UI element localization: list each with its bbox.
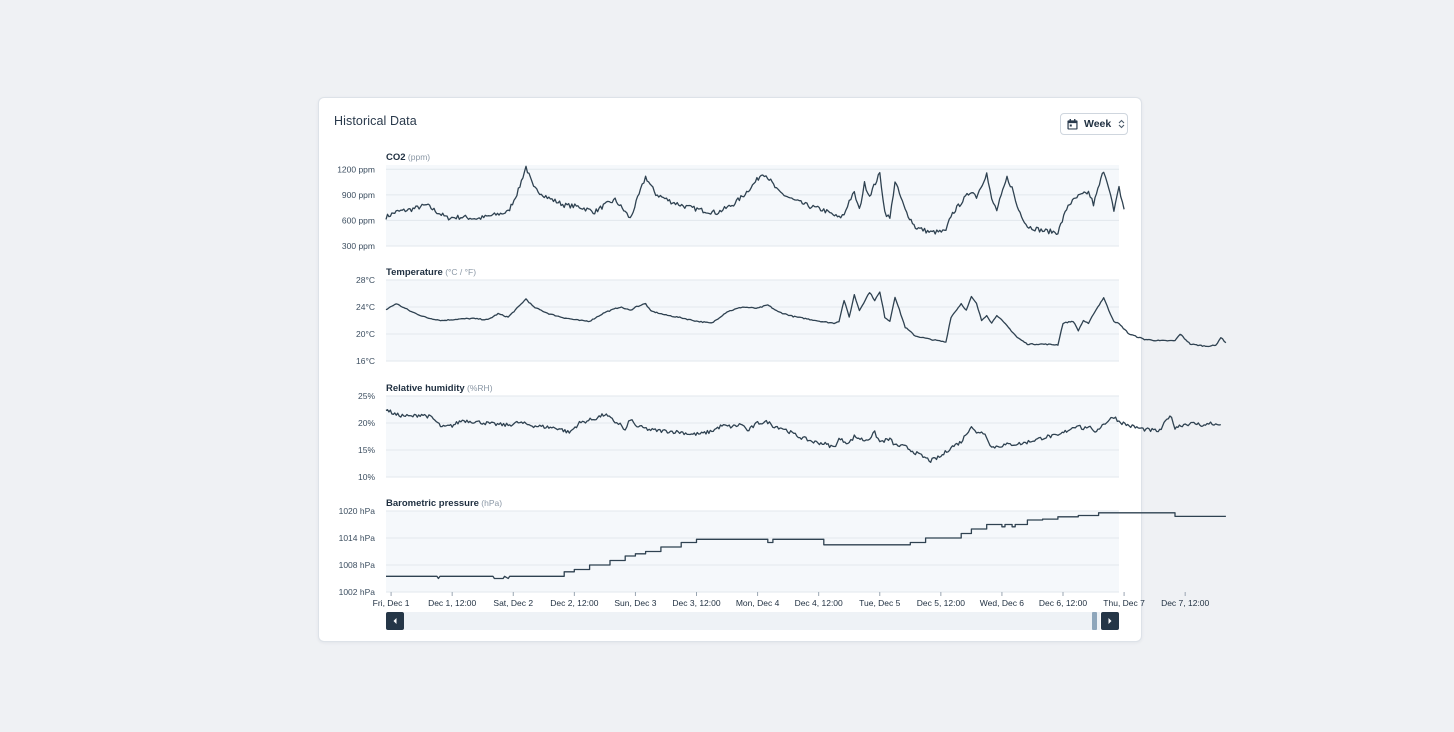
x-tick-label: Tue, Dec 5 (859, 598, 901, 608)
scroll-thumb[interactable] (1092, 612, 1097, 630)
y-tick-label: 28°C (356, 275, 375, 285)
y-tick-label: 600 ppm (342, 215, 375, 225)
x-tick-label: Dec 6, 12:00 (1039, 598, 1087, 608)
series-line (385, 165, 1125, 236)
sort-updown-icon (1118, 119, 1125, 129)
chart-unit-text: (%RH) (465, 383, 493, 393)
y-tick-label: 10% (358, 472, 375, 482)
x-tick-label: Dec 7, 12:00 (1161, 598, 1209, 608)
plot-background (386, 396, 1119, 477)
x-tick-label: Dec 4, 12:00 (795, 598, 843, 608)
y-tick-label: 900 ppm (342, 190, 375, 200)
chart-title: Barometric pressure (hPa) (386, 498, 502, 509)
period-select[interactable]: Week (1060, 113, 1128, 135)
x-tick-label: Mon, Dec 4 (736, 598, 780, 608)
series-line (385, 291, 1227, 348)
y-tick-label: 1014 hPa (339, 533, 376, 543)
period-select-value: Week (1084, 118, 1112, 130)
y-tick-label: 1002 hPa (339, 587, 376, 597)
caret-right-icon (1108, 618, 1112, 624)
x-tick-label: Dec 2, 12:00 (550, 598, 598, 608)
y-tick-label: 24°C (356, 302, 375, 312)
card-title: Historical Data (334, 114, 417, 128)
chart-unit-text: (ppm) (406, 152, 431, 162)
chart-unit-text: (°C / °F) (443, 267, 476, 277)
series-line (385, 409, 1221, 463)
y-tick-label: 1200 ppm (337, 164, 375, 174)
x-tick-label: Dec 3, 12:00 (672, 598, 720, 608)
plot-background (386, 511, 1119, 592)
y-tick-label: 1020 hPa (339, 506, 376, 516)
chart-title-text: Barometric pressure (386, 498, 479, 509)
chart-title: Relative humidity (%RH) (386, 383, 493, 394)
chart-title-text: Temperature (386, 267, 443, 278)
y-tick-label: 16°C (356, 356, 375, 366)
y-tick-label: 25% (358, 391, 375, 401)
chart-title: Temperature (°C / °F) (386, 267, 476, 278)
x-tick-label: Sat, Dec 2 (493, 598, 533, 608)
y-tick-label: 15% (358, 445, 375, 455)
y-tick-label: 20% (358, 418, 375, 428)
series-line (386, 512, 1226, 580)
y-tick-label: 1008 hPa (339, 560, 376, 570)
y-tick-label: 20°C (356, 329, 375, 339)
navigator-scroll-track[interactable] (404, 612, 1100, 630)
chart-unit-text: (hPa) (479, 498, 502, 508)
caret-left-icon (393, 618, 397, 624)
x-tick-label: Fri, Dec 1 (373, 598, 410, 608)
x-tick-label: Wed, Dec 6 (980, 598, 1025, 608)
plot-background (386, 165, 1119, 246)
y-tick-label: 300 ppm (342, 241, 375, 251)
chart-title-text: CO2 (386, 152, 406, 163)
chart-title-text: Relative humidity (386, 383, 465, 394)
x-tick-label: Thu, Dec 7 (1103, 598, 1145, 608)
x-tick-label: Sun, Dec 3 (614, 598, 656, 608)
plot-background (386, 280, 1119, 361)
scroll-prev-button[interactable] (386, 612, 404, 630)
chart-title: CO2 (ppm) (386, 152, 430, 163)
x-tick-label: Dec 5, 12:00 (917, 598, 965, 608)
calendar-icon (1067, 118, 1078, 130)
scroll-next-button[interactable] (1101, 612, 1119, 630)
x-tick-label: Dec 1, 12:00 (428, 598, 476, 608)
